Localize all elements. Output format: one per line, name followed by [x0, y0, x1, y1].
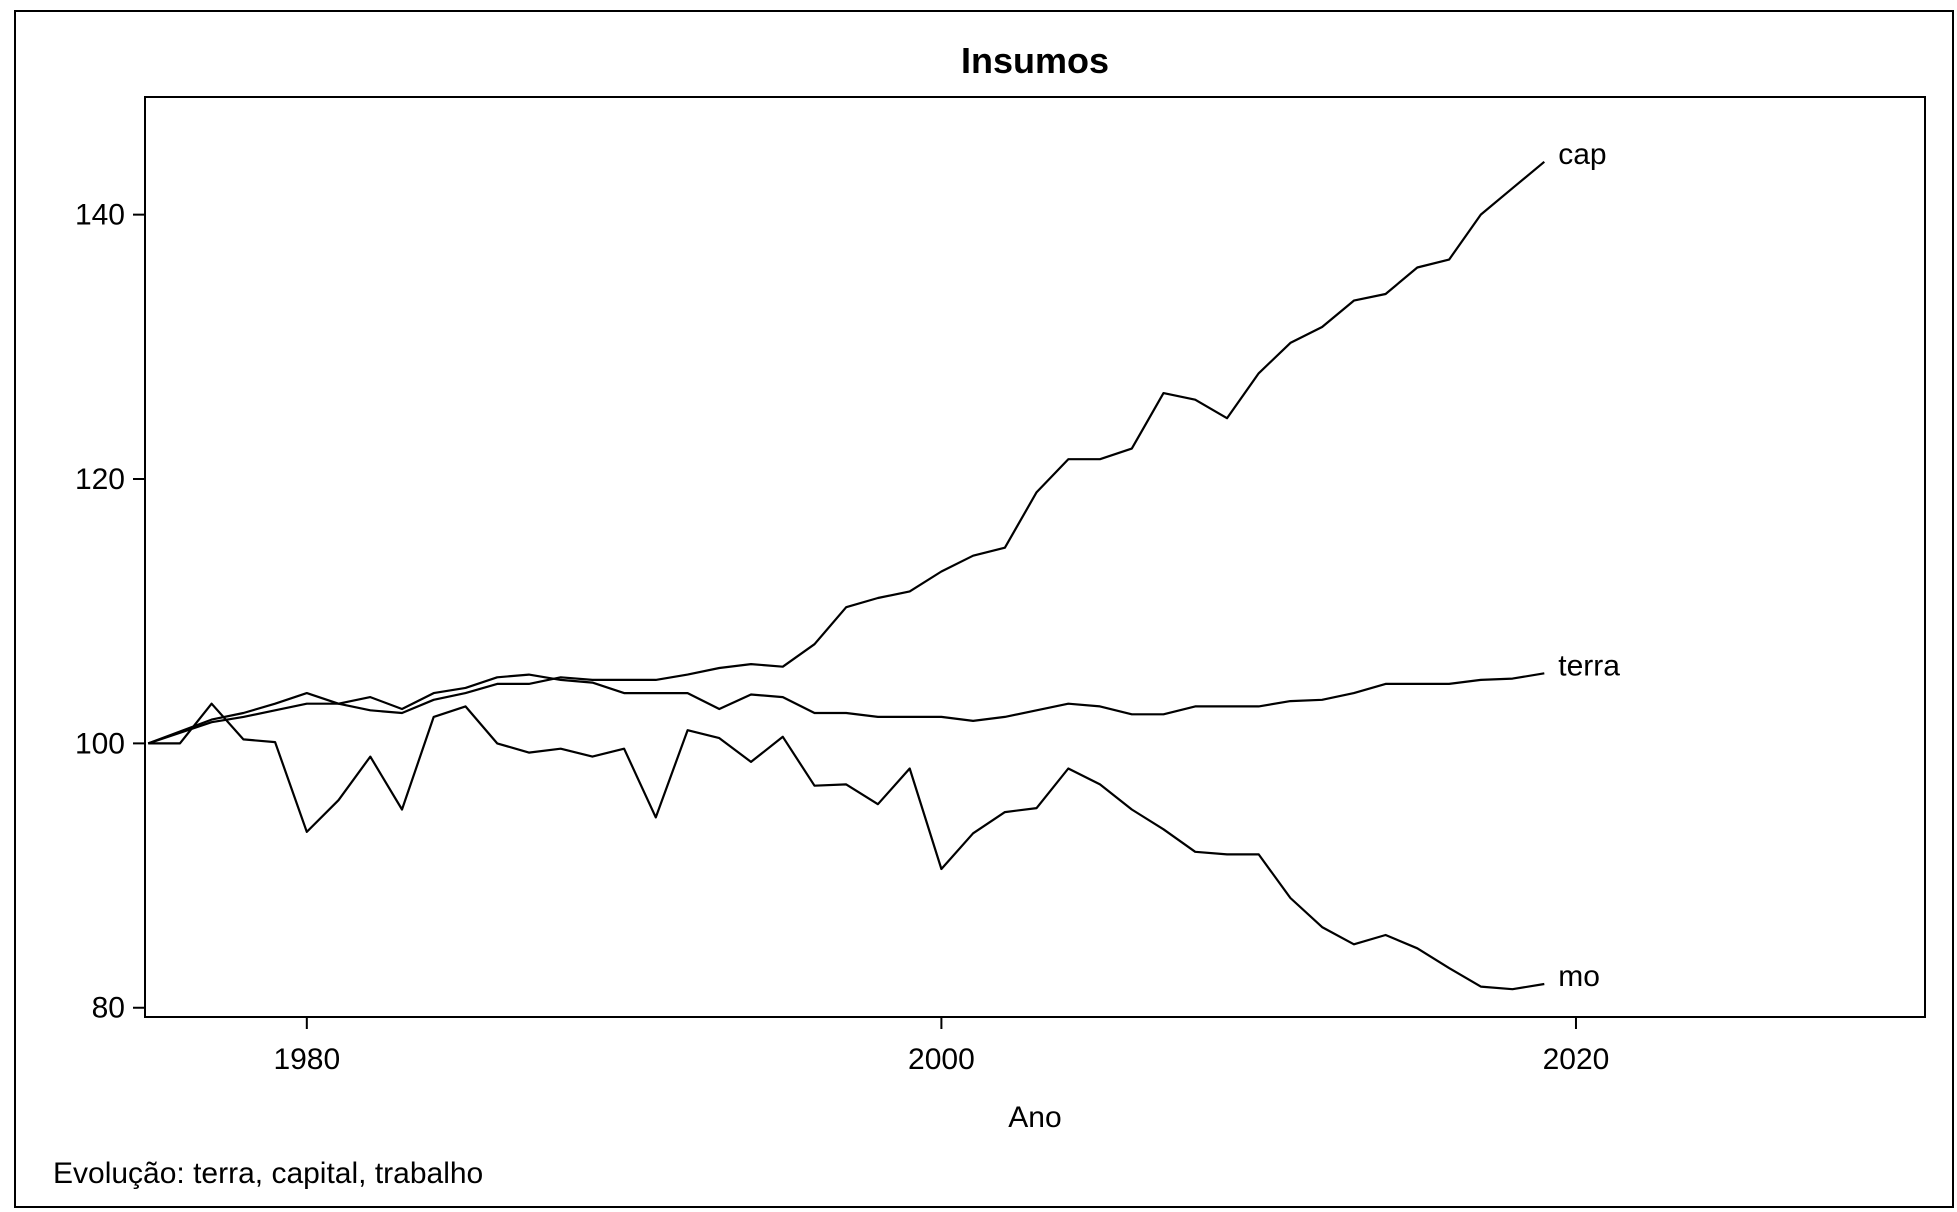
series-line-mo: [148, 702, 1545, 991]
series-label-terra: terra: [1558, 649, 1620, 682]
series-label-cap: cap: [1558, 138, 1606, 171]
x-tick-label: 2020: [1543, 1043, 1610, 1076]
y-tick-label: 100: [75, 727, 125, 760]
y-tick-label: 120: [75, 463, 125, 496]
chart-footnote: Evolução: terra, capital, trabalho: [53, 1157, 483, 1190]
series-line-cap: [147, 160, 1546, 745]
plot-area: [144, 96, 1926, 1018]
x-tick-label: 1980: [273, 1043, 340, 1076]
y-tick-label: 140: [75, 199, 125, 232]
x-axis: 1980 2000 2020: [273, 1017, 1609, 1076]
series-labels: cap terra mo: [1558, 138, 1620, 993]
series-group: [147, 160, 1546, 991]
x-axis-label: Ano: [1008, 1101, 1061, 1134]
chart-frame: [14, 10, 1954, 1208]
x-tick-label: 2000: [908, 1043, 975, 1076]
series-line-terra: [147, 672, 1545, 745]
series-label-mo: mo: [1558, 960, 1600, 993]
y-axis: 80 100 120 140: [75, 199, 145, 1025]
y-tick-label: 80: [92, 992, 125, 1025]
chart-title: Insumos: [961, 40, 1109, 81]
